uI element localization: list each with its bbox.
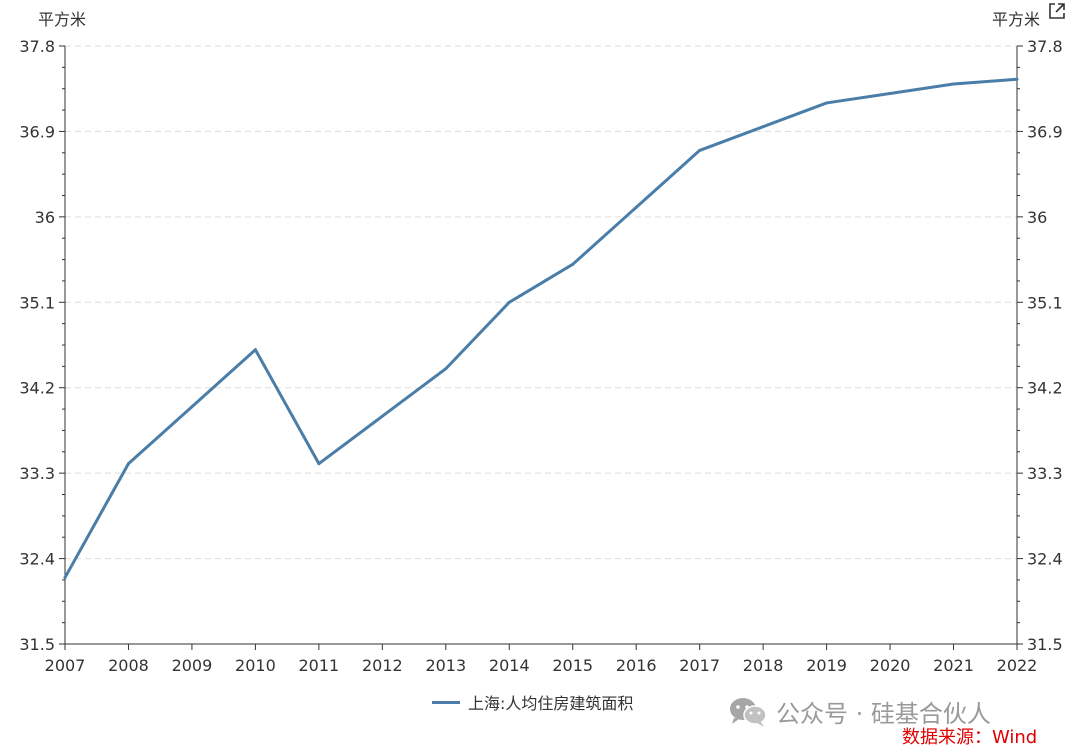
x-tick-label: 2008 — [108, 656, 149, 675]
y-tick-label-left: 37.8 — [19, 37, 55, 56]
x-tick-label: 2015 — [552, 656, 593, 675]
x-tick-label: 2009 — [172, 656, 213, 675]
x-tick-label: 2010 — [235, 656, 276, 675]
y-axis-right-ticks: 31.5 32.4 33.3 34.2 35.1 36 36.9 37.8 — [1017, 37, 1063, 654]
x-tick-label: 2018 — [743, 656, 784, 675]
y-tick-label-left: 36.9 — [19, 122, 55, 141]
data-point — [126, 462, 130, 466]
legend-label: 上海:人均住房建筑面积 — [468, 694, 634, 713]
y-tick-label-right: 32.4 — [1027, 550, 1063, 569]
wechat-icon — [730, 697, 767, 727]
data-point — [888, 91, 892, 95]
series-line — [63, 77, 1019, 580]
y-tick-label-right: 36.9 — [1027, 122, 1063, 141]
y-tick-label-right: 37.8 — [1027, 37, 1063, 56]
y-tick-label-right: 36 — [1027, 208, 1047, 227]
data-point — [253, 348, 257, 352]
y-tick-label-left: 35.1 — [19, 293, 55, 312]
y-tick-label-right: 34.2 — [1027, 379, 1063, 398]
x-tick-label: 2014 — [489, 656, 530, 675]
data-point — [761, 125, 765, 129]
y-tick-label-right: 33.3 — [1027, 464, 1063, 483]
axes — [64, 46, 1018, 645]
data-point — [698, 148, 702, 152]
series-layer — [63, 77, 1019, 580]
y-tick-label-right: 35.1 — [1027, 293, 1063, 312]
legend-item[interactable]: 上海:人均住房建筑面积 — [432, 690, 633, 714]
y-tick-label-right: 31.5 — [1027, 635, 1063, 654]
y-tick-label-left: 34.2 — [19, 379, 55, 398]
data-point — [380, 414, 384, 418]
data-point — [63, 576, 67, 580]
data-point — [507, 300, 511, 304]
grid-lines — [65, 45, 1017, 560]
data-source: 数据来源：Wind — [902, 727, 1038, 748]
x-tick-label: 2013 — [425, 656, 466, 675]
data-point — [444, 367, 448, 371]
x-tick-label: 2012 — [362, 656, 403, 675]
data-point — [634, 205, 638, 209]
data-point — [952, 82, 956, 86]
legend-swatch — [432, 700, 460, 704]
x-tick-label: 2020 — [870, 656, 911, 675]
x-tick-label: 2021 — [933, 656, 974, 675]
watermark: 公众号 · 硅基合伙人 — [728, 694, 991, 729]
y-tick-label-left: 32.4 — [19, 550, 55, 569]
x-tick-label: 2011 — [299, 656, 340, 675]
x-tick-label: 2007 — [45, 656, 86, 675]
y-axis-left-ticks: 31.5 32.4 33.3 34.2 35.1 36 36.9 37.8 — [19, 37, 65, 654]
data-point — [190, 405, 194, 409]
x-tick-label: 2022 — [997, 656, 1038, 675]
watermark-text: 公众号 · 硅基合伙人 — [776, 700, 991, 728]
x-tick-label: 2019 — [806, 656, 847, 675]
y-tick-label-left: 33.3 — [19, 464, 55, 483]
data-point — [825, 101, 829, 105]
data-point — [571, 262, 575, 266]
data-point — [317, 462, 321, 466]
y-tick-label-left: 36 — [35, 208, 55, 227]
data-point — [1015, 77, 1019, 81]
y-tick-label-left: 31.5 — [19, 635, 55, 654]
x-tick-label: 2016 — [616, 656, 657, 675]
y-axis-right-unit: 平方米 — [992, 10, 1041, 29]
external-link-icon[interactable] — [1048, 2, 1066, 20]
x-tick-label: 2017 — [679, 656, 720, 675]
x-axis-ticks: 2007 2008 2009 2010 2011 2012 2013 2014 2015 2016… — [45, 644, 1038, 675]
y-axis-left-unit: 平方米 — [38, 10, 87, 29]
